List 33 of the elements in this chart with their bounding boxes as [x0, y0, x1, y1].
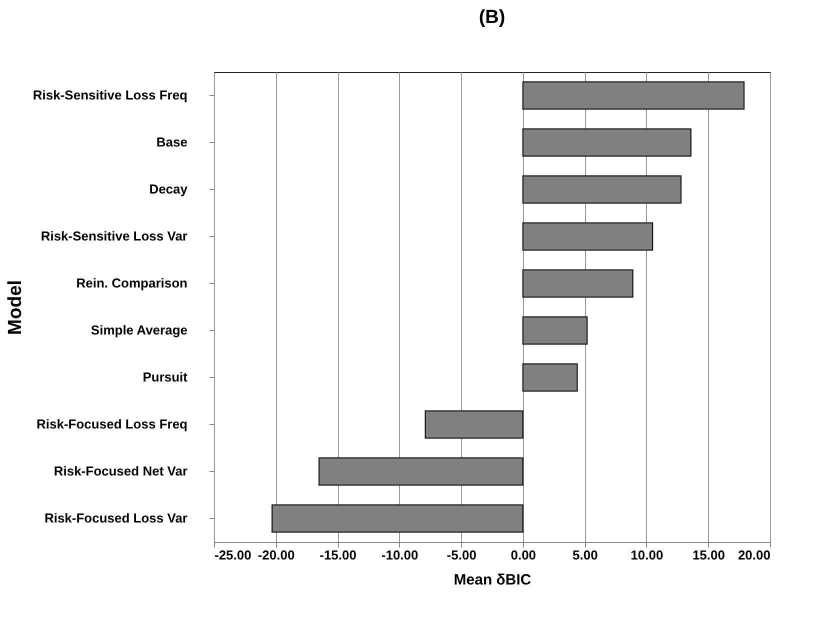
- y-tick-label: Risk-Focused Loss Var: [44, 510, 188, 526]
- y-tick-label: Risk-Focused Loss Freq: [36, 416, 188, 432]
- y-tick-label: Decay: [149, 182, 188, 196]
- x-tick-label: 5.00: [572, 548, 598, 562]
- bar: [522, 128, 692, 157]
- bar: [318, 457, 524, 486]
- bar: [522, 269, 634, 298]
- y-tick-label: Risk-Sensitive Loss Var: [40, 228, 188, 244]
- y-tick-label: Base: [156, 134, 188, 150]
- x-tick-label: -5.00: [446, 548, 476, 562]
- x-tick-label: 15.00: [692, 548, 725, 562]
- y-tick-label: Pursuit: [142, 370, 188, 384]
- y-tick-label: Rein. Comparison: [76, 276, 188, 290]
- x-tick-label: -25.00: [214, 548, 252, 562]
- y-tick-label: Risk-Sensitive Loss Freq: [32, 88, 188, 102]
- y-axis-title: Model: [4, 280, 26, 335]
- bar: [522, 81, 745, 110]
- bar: [522, 363, 578, 392]
- y-tick-label: Simple Average: [90, 322, 188, 338]
- x-tick-label: -15.00: [320, 548, 356, 562]
- x-tick-label: 0.00: [510, 548, 536, 562]
- bar: [522, 175, 682, 204]
- x-tick-label: 20.00: [738, 548, 770, 562]
- bar: [424, 410, 524, 439]
- x-tick-label: -10.00: [381, 548, 418, 562]
- x-tick-label: -20.00: [258, 548, 295, 562]
- x-axis-title: Mean δBIC: [454, 572, 532, 588]
- bar: [522, 222, 654, 251]
- chart-title: (B): [478, 7, 506, 28]
- bar: [272, 504, 524, 533]
- bar: [522, 316, 588, 345]
- x-tick-label: 10.00: [630, 548, 664, 562]
- y-tick-label: Risk-Focused Net Var: [54, 464, 188, 478]
